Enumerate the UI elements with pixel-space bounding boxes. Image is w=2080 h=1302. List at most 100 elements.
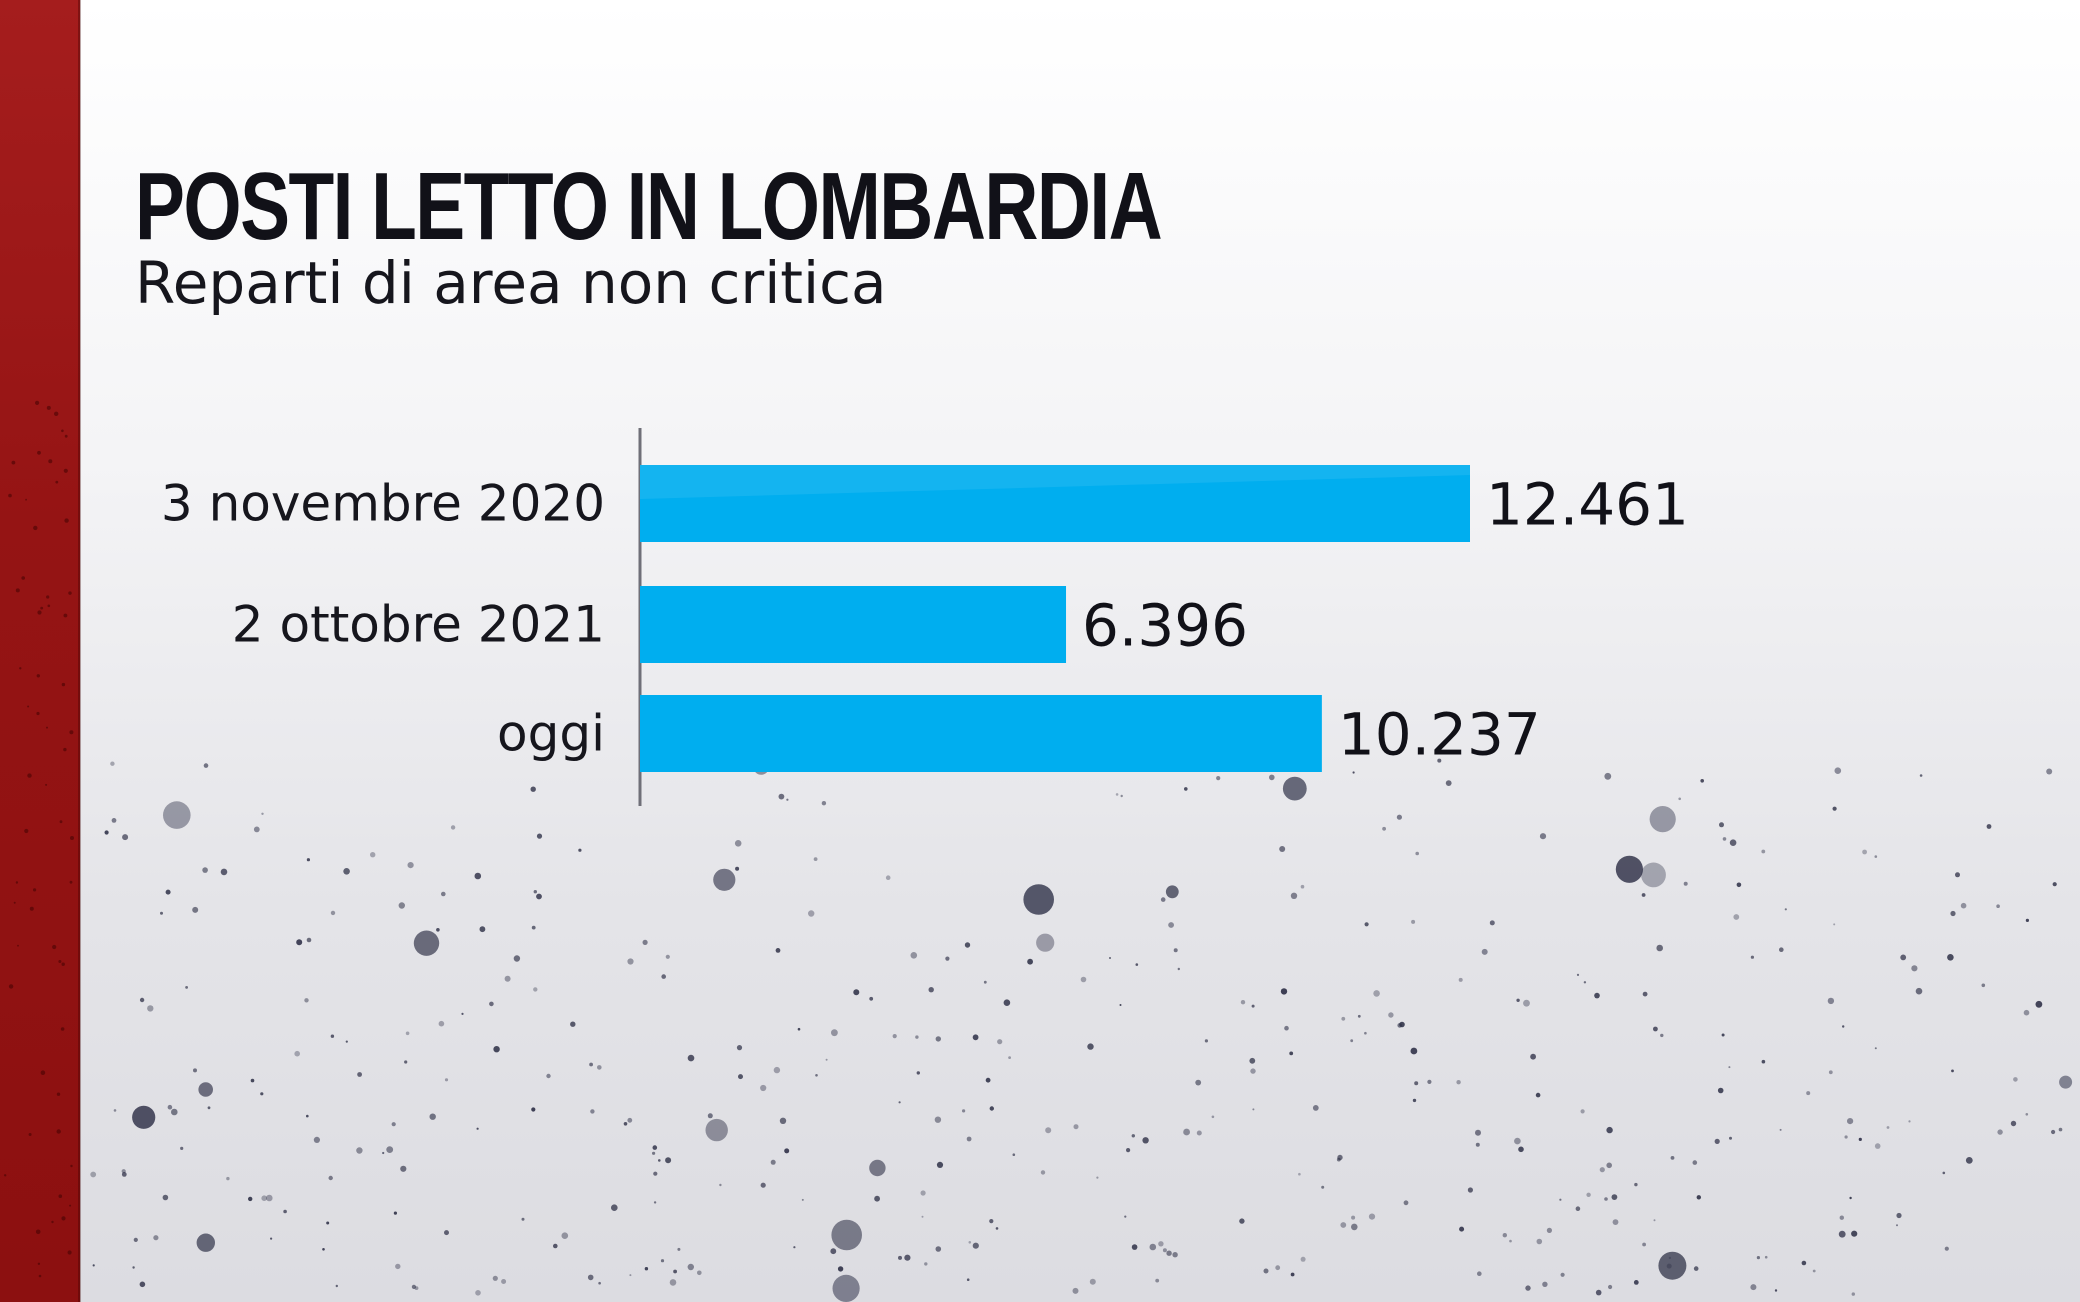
background-dot xyxy=(185,986,189,989)
background-dot xyxy=(167,1104,173,1110)
background-dot xyxy=(180,1146,184,1150)
background-dot xyxy=(1196,1130,1202,1136)
background-dot xyxy=(825,1058,828,1061)
background-dot xyxy=(2025,918,2029,923)
background-dot xyxy=(1216,776,1221,781)
background-dot xyxy=(2052,882,2057,887)
background-dot xyxy=(928,987,934,993)
strip-texture-dot xyxy=(33,888,37,892)
background-dot xyxy=(133,1237,138,1242)
background-dot xyxy=(1942,1171,1946,1175)
background-dot xyxy=(997,1039,1003,1045)
strip-texture-dot xyxy=(51,1220,54,1224)
background-dot xyxy=(1947,954,1954,961)
background-dot xyxy=(104,830,109,835)
strip-texture-dot xyxy=(29,906,34,911)
background-dot xyxy=(1832,806,1837,811)
background-dot xyxy=(1728,1066,1731,1069)
strip-texture-dot xyxy=(61,682,66,687)
background-dot xyxy=(687,1263,694,1271)
strip-texture-dot xyxy=(15,881,19,884)
background-dot xyxy=(479,926,486,933)
background-dot xyxy=(578,848,582,852)
strip-texture-dot xyxy=(61,1216,66,1221)
background-dot xyxy=(296,939,303,946)
background-dot xyxy=(966,1278,970,1281)
background-dot xyxy=(198,1082,213,1097)
background-dot xyxy=(1608,1284,1613,1290)
background-dot xyxy=(770,1159,776,1165)
background-dot xyxy=(1542,1281,1548,1288)
background-dot xyxy=(1160,897,1166,902)
background-dot xyxy=(1736,882,1742,888)
background-dot xyxy=(1155,1278,1160,1283)
strip-texture-dot xyxy=(67,1250,72,1255)
background-dot xyxy=(441,891,446,897)
strip-texture-dot xyxy=(56,1092,61,1096)
strip-texture-dot xyxy=(40,606,44,610)
background-dot xyxy=(1388,1012,1394,1018)
background-dot xyxy=(1166,1250,1172,1256)
background-dot xyxy=(1275,1265,1281,1271)
background-dot xyxy=(1415,851,1419,856)
background-dot xyxy=(192,906,199,913)
background-dot xyxy=(1696,1195,1702,1200)
background-dot xyxy=(778,793,785,800)
background-dot xyxy=(1784,908,1787,911)
background-dot xyxy=(892,1034,897,1039)
background-dot xyxy=(266,1194,273,1202)
background-dot xyxy=(652,1151,656,1155)
background-dot xyxy=(1364,922,1369,927)
background-dot xyxy=(910,952,918,959)
background-dot xyxy=(831,1219,862,1251)
background-dot xyxy=(335,1284,338,1288)
background-dot xyxy=(1997,1129,2003,1135)
background-dot xyxy=(1729,839,1737,846)
background-dot xyxy=(898,1255,902,1260)
background-dot xyxy=(1279,846,1286,852)
background-dot xyxy=(345,1040,348,1043)
background-dot xyxy=(1634,1182,1638,1187)
background-dot xyxy=(1162,1248,1167,1253)
background-dot xyxy=(90,1171,97,1178)
background-dot xyxy=(1951,1069,1954,1073)
background-dot xyxy=(1445,780,1452,786)
background-dot xyxy=(964,942,971,948)
background-dot xyxy=(920,1190,926,1196)
background-dot xyxy=(546,1073,551,1079)
background-dot xyxy=(1612,1219,1619,1225)
background-dot xyxy=(306,858,310,862)
red-side-strip xyxy=(0,0,80,1302)
background-dot xyxy=(1414,1081,1419,1086)
strip-texture-dot xyxy=(45,783,48,786)
background-dot xyxy=(1240,1000,1246,1005)
background-dot xyxy=(1851,1230,1858,1237)
background-dot xyxy=(1173,948,1178,953)
background-dot xyxy=(1615,855,1643,883)
background-dot xyxy=(1120,794,1123,798)
strip-texture-dot xyxy=(59,820,63,824)
background-dot xyxy=(623,1122,628,1126)
background-dot xyxy=(673,1269,677,1274)
background-dot xyxy=(461,1012,464,1016)
background-dot xyxy=(995,1227,999,1230)
strip-texture-dot xyxy=(19,667,22,670)
background-dot xyxy=(1509,1239,1512,1243)
strip-texture-dot xyxy=(63,747,67,752)
background-dot xyxy=(1896,1212,1902,1219)
background-dot xyxy=(1397,1023,1402,1028)
background-dot xyxy=(111,818,117,823)
background-dot xyxy=(1204,1039,1208,1043)
background-dot xyxy=(1040,1170,1046,1175)
background-dot xyxy=(1514,1137,1521,1145)
background-dot xyxy=(627,1117,633,1123)
background-dot xyxy=(1955,872,1960,878)
strip-texture-dot xyxy=(8,984,14,989)
background-dot xyxy=(629,1274,632,1277)
background-dot xyxy=(1489,920,1495,926)
strip-texture-dot xyxy=(52,944,57,950)
background-dot xyxy=(869,1159,886,1177)
strip-texture-dot xyxy=(13,901,16,904)
strip-texture-dot xyxy=(58,1194,63,1198)
